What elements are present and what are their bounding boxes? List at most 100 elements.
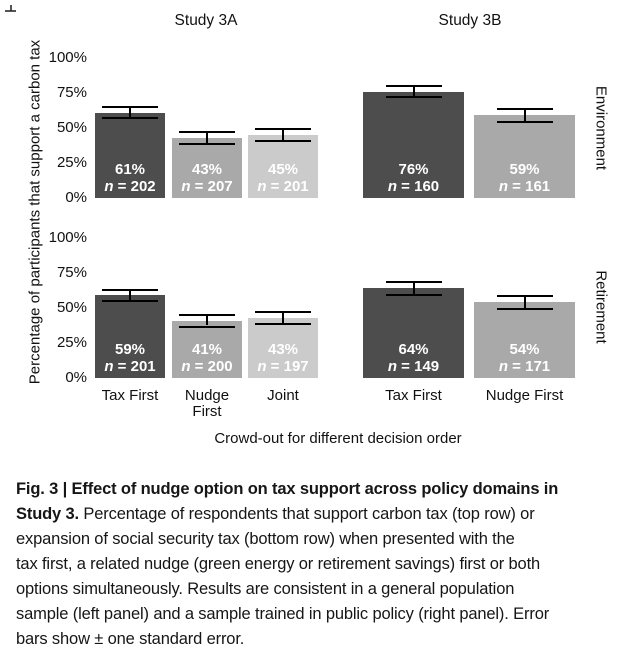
bar-value-label: 59% n = 161 xyxy=(474,161,575,195)
bar-percent: 43% xyxy=(267,341,299,358)
y-tick-label-row0: 75% xyxy=(56,84,87,101)
bar-sample-size: n = 201 xyxy=(104,358,156,375)
error-bar-cap-top xyxy=(179,313,235,316)
bar-sample-size: n = 160 xyxy=(387,178,440,195)
bar-percent: 76% xyxy=(398,161,429,178)
bar-value-label: 41% n = 200 xyxy=(172,341,242,375)
bar-percent: 59% xyxy=(114,341,146,358)
bar-percent: 54% xyxy=(509,341,540,358)
x-category-label-tax-first: Tax First xyxy=(385,387,442,404)
column-title-study-3b: Study 3B xyxy=(438,12,502,29)
error-bar-cap-bottom xyxy=(496,307,553,310)
bar-sample-size: n = 197 xyxy=(257,358,309,375)
error-bar-cap-bottom xyxy=(496,120,553,123)
bar-tax-first xyxy=(363,288,464,378)
error-bar-cap-top xyxy=(385,84,442,87)
error-bar-cap-bottom xyxy=(102,300,158,303)
error-bar-cap-bottom xyxy=(385,96,442,99)
error-bar-stem xyxy=(129,107,131,118)
error-bar-cap-top xyxy=(496,107,553,110)
error-bar-cap-top xyxy=(102,105,158,108)
bar-joint xyxy=(248,317,318,378)
error-bar-stem xyxy=(282,130,284,140)
error-bar-cap-top xyxy=(255,128,311,131)
row-label-environment: Environment xyxy=(592,85,610,171)
bar-sample-size: n = 149 xyxy=(387,358,440,375)
error-bar-stem xyxy=(129,290,131,301)
bar-nudge-first xyxy=(474,115,575,198)
caption-line-4: tax first, a related nudge (green energy… xyxy=(16,555,541,573)
error-bar-cap-top xyxy=(385,280,442,283)
x-category-label-nudge-first: Nudge First xyxy=(485,387,564,404)
error-bar-cap-top xyxy=(179,131,235,134)
error-bar-stem xyxy=(523,297,526,308)
caption-line-7: bars show ± one standard error. xyxy=(16,630,245,648)
bar-value-label: 64% n = 149 xyxy=(363,341,464,375)
x-category-label-tax-first: Tax First xyxy=(101,387,159,404)
y-tick-label-row1: 75% xyxy=(56,264,87,281)
error-bar-stem xyxy=(412,86,415,97)
bar-value-label: 45% n = 201 xyxy=(248,161,318,195)
x-axis-title: Crowd-out for different decision order xyxy=(214,430,462,447)
bar-percent: 64% xyxy=(398,341,429,358)
bar-sample-size: n = 200 xyxy=(181,358,233,375)
figure-caption: Fig. 3 | Effect of nudge option on tax s… xyxy=(16,477,616,652)
caption-line-2: Study 3. Percentage of respondents that … xyxy=(16,505,535,523)
bar-tax-first xyxy=(363,91,464,198)
bar-percent: 61% xyxy=(114,161,146,178)
bar-sample-size: n = 207 xyxy=(181,178,233,195)
bar-sample-size: n = 202 xyxy=(104,178,156,195)
bar-sample-size: n = 161 xyxy=(498,178,551,195)
bar-value-label: 61% n = 202 xyxy=(95,161,165,195)
x-category-label-nudge-first: Nudge First xyxy=(184,387,230,420)
bar-value-label: 76% n = 160 xyxy=(363,161,464,195)
bar-percent: 45% xyxy=(267,161,299,178)
error-bar-cap-top xyxy=(255,310,311,313)
y-tick-label-row1: 100% xyxy=(48,229,87,246)
bar-percent: 59% xyxy=(509,161,540,178)
x-category-label-joint: Joint xyxy=(267,387,299,404)
bar-percent: 41% xyxy=(191,341,223,358)
error-bar-cap-bottom xyxy=(179,325,235,328)
column-title-study-3a: Study 3A xyxy=(174,12,238,29)
error-bar-cap-bottom xyxy=(385,293,442,296)
error-bar-cap-top xyxy=(496,295,553,298)
bar-sample-size: n = 201 xyxy=(257,178,309,195)
error-bar-stem xyxy=(412,282,415,294)
error-bar-cap-bottom xyxy=(255,139,311,142)
error-bar-stem xyxy=(523,109,526,121)
bar-percent: 43% xyxy=(191,161,223,178)
error-bar-cap-top xyxy=(102,288,158,291)
bar-value-label: 59% n = 201 xyxy=(95,341,165,375)
y-tick-label-row1: 50% xyxy=(56,299,87,316)
bar-tax-first xyxy=(95,112,165,198)
y-tick-label-row0: 0% xyxy=(65,189,87,206)
bar-tax-first xyxy=(95,295,165,378)
caption-line-6: sample (left panel) and a sample trained… xyxy=(16,605,550,623)
caption-line-1: Fig. 3 | Effect of nudge option on tax s… xyxy=(16,480,559,498)
bar-value-label: 43% n = 207 xyxy=(172,161,242,195)
y-tick-label-row0: 50% xyxy=(56,119,87,136)
row-label-retirement: Retirement xyxy=(592,270,610,344)
bar-nudge-first xyxy=(172,137,242,198)
caption-line-5: options simultaneously. Results are cons… xyxy=(16,580,515,598)
bar-value-label: 43% n = 197 xyxy=(248,341,318,375)
error-bar-cap-bottom xyxy=(102,117,158,120)
error-bar-cap-bottom xyxy=(179,142,235,145)
y-tick-label-row1: 0% xyxy=(65,369,87,386)
y-tick-label-row0: 25% xyxy=(56,154,87,171)
bar-joint xyxy=(248,135,318,198)
y-tick-label-row0: 100% xyxy=(48,49,87,66)
bar-sample-size: n = 171 xyxy=(498,358,551,375)
caption-line-3: expansion of social security tax (bottom… xyxy=(16,530,515,548)
error-bar-stem xyxy=(206,133,208,143)
y-tick-label-row1: 25% xyxy=(56,334,87,351)
bar-value-label: 54% n = 171 xyxy=(474,341,575,375)
bar-nudge-first xyxy=(474,302,575,378)
bar-nudge-first xyxy=(172,320,242,378)
crop-artifact-mark xyxy=(5,5,16,12)
error-bar-stem xyxy=(282,312,284,323)
error-bar-stem xyxy=(206,315,208,326)
error-bar-cap-bottom xyxy=(255,322,311,325)
